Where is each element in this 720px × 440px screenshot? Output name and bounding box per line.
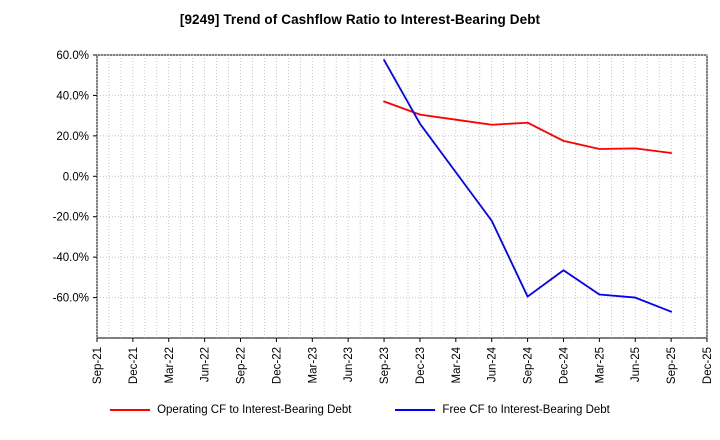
legend-item-operating-cf: Operating CF to Interest-Bearing Debt [110,404,351,416]
legend-item-free-cf: Free CF to Interest-Bearing Debt [395,404,610,416]
x-axis-tick-label: Mar-25 [594,347,606,383]
x-axis-tick-label: Mar-22 [164,347,176,383]
x-axis-tick-label: Sep-24 [523,346,535,384]
legend-swatch-free-cf [395,409,436,411]
legend-label-free-cf: Free CF to Interest-Bearing Debt [442,404,610,416]
x-axis-tick-label: Mar-24 [451,346,463,383]
series-line-operating-cf [383,100,673,154]
x-axis-tick-label: Jun-22 [200,347,212,382]
x-axis-tick-label: Dec-24 [558,346,570,384]
x-axis-tick-label: Jun-25 [630,347,642,382]
x-axis-tick-label: Sep-23 [379,347,391,384]
y-axis-tick-label: -40.0% [53,252,89,264]
x-axis-tick-label: Dec-23 [415,347,427,384]
legend-swatch-operating-cf [110,409,151,411]
y-axis-tick-label: -60.0% [53,293,89,305]
x-axis-tick-label: Jun-23 [343,347,355,382]
y-axis-tick-label: -20.0% [53,212,89,224]
x-axis-tick-label: Jun-24 [487,346,499,382]
series-line-free-cf [383,59,673,313]
y-axis-tick-label: 40.0% [56,90,89,102]
x-axis-tick-label: Sep-22 [236,347,248,384]
y-axis-tick-label: 60.0% [56,50,89,62]
x-axis-tick-label: Mar-23 [307,347,319,383]
x-axis-tick-label: Sep-21 [92,347,104,384]
legend-label-operating-cf: Operating CF to Interest-Bearing Debt [157,404,352,416]
x-axis-tick-label: Dec-21 [128,347,140,384]
chart-legend: Operating CF to Interest-Bearing Debt Fr… [0,404,720,416]
y-axis-tick-label: 0.0% [63,171,89,183]
x-axis-tick-label: Dec-22 [271,347,283,384]
x-axis-tick-label: Dec-25 [702,347,714,384]
x-axis-tick-label: Sep-25 [666,347,678,384]
chart-title: [9249] Trend of Cashflow Ratio to Intere… [179,12,541,27]
y-axis-tick-label: 20.0% [56,131,89,143]
